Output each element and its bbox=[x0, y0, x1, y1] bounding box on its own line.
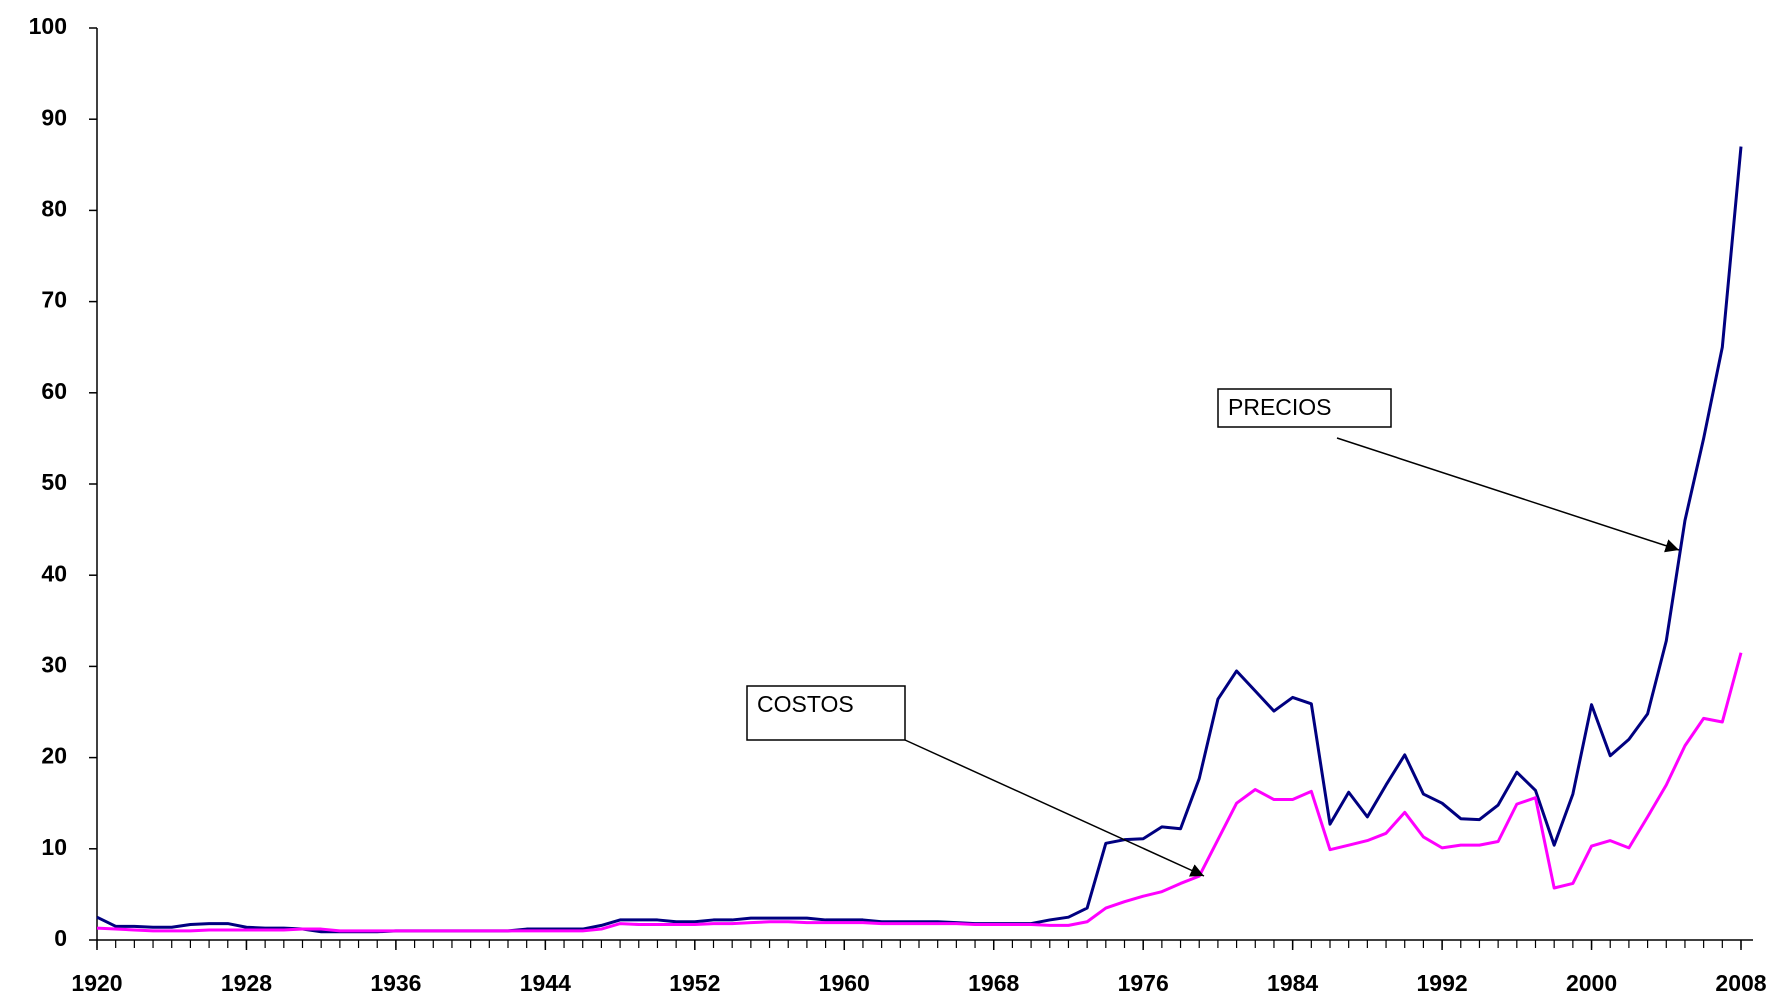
y-tick-label: 20 bbox=[41, 743, 67, 769]
x-tick-label: 1952 bbox=[669, 970, 720, 996]
x-tick-label: 1968 bbox=[968, 970, 1019, 996]
x-tick-label: 1992 bbox=[1417, 970, 1468, 996]
y-tick-label: 30 bbox=[41, 651, 67, 677]
x-tick-label: 2000 bbox=[1566, 970, 1617, 996]
y-tick-label: 50 bbox=[41, 469, 67, 495]
annotation-arrow bbox=[1336, 437, 1680, 553]
x-tick-label: 1960 bbox=[819, 970, 870, 996]
x-tick-label: 1936 bbox=[370, 970, 421, 996]
annotation-box bbox=[746, 685, 906, 741]
x-tick-label: 1944 bbox=[520, 970, 571, 996]
y-tick-label: 100 bbox=[29, 13, 67, 39]
x-tick-label: 1920 bbox=[71, 970, 122, 996]
annotation-label: PRECIOS bbox=[1228, 394, 1332, 420]
y-tick-label: 40 bbox=[41, 560, 67, 586]
y-tick-label: 90 bbox=[41, 104, 67, 130]
y-tick-label: 10 bbox=[41, 834, 67, 860]
annotation-box bbox=[1217, 388, 1392, 428]
series-line bbox=[96, 146, 1743, 934]
y-tick-label: 60 bbox=[41, 378, 67, 404]
y-tick-label: 80 bbox=[41, 195, 67, 221]
y-tick-label: 0 bbox=[54, 925, 67, 951]
y-tick-label: 70 bbox=[41, 287, 67, 313]
x-tick-label: 2008 bbox=[1715, 970, 1766, 996]
x-tick-label: 1928 bbox=[221, 970, 272, 996]
x-tick-label: 1976 bbox=[1118, 970, 1169, 996]
x-tick-label: 1984 bbox=[1267, 970, 1318, 996]
annotation-arrow bbox=[904, 739, 1205, 877]
annotation-label: COSTOS bbox=[757, 691, 854, 717]
series-line bbox=[96, 652, 1743, 933]
